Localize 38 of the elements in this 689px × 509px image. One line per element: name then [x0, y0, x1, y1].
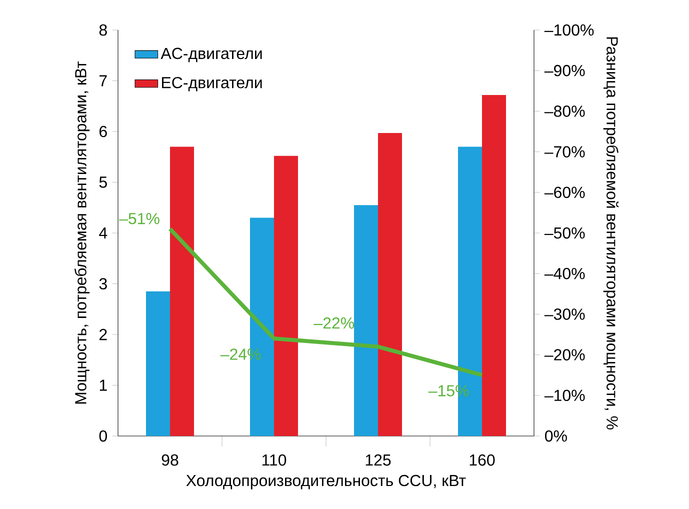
- y2-tick-label: –20%: [544, 349, 585, 360]
- y-tick-label: 6: [100, 126, 107, 138]
- bar: [378, 133, 402, 436]
- bar: [354, 205, 378, 436]
- y2-tick-label: –30%: [544, 308, 585, 320]
- legend-label: AC-двигатели: [160, 48, 262, 62]
- y-tick-label: 2: [100, 328, 107, 340]
- y-axis-title: Мощность, потребляемая вентиляторами, кВт: [74, 61, 90, 404]
- bar: [170, 146, 194, 436]
- y2-tick-label: –100%: [544, 24, 594, 36]
- x-axis-title: Холодопроизводительность CCU, кВт: [186, 474, 466, 490]
- y2-axis-title: Разница потребляемой вентиляторами мощности, %: [603, 37, 619, 430]
- y2-tick-label: –90%: [544, 64, 585, 76]
- bar: [274, 156, 298, 436]
- y2-tick-label: –50%: [544, 227, 585, 239]
- y-tick-label: 3: [99, 278, 107, 290]
- y-tick-label: 5: [99, 176, 107, 188]
- y2-tick-label: –70%: [544, 146, 585, 158]
- y2-tick-label: 0%: [545, 430, 567, 442]
- x-tick-label: 125: [366, 454, 391, 466]
- data-label: –51%: [119, 212, 160, 224]
- x-tick-label: 98: [162, 454, 178, 466]
- y2-tick-label: –10%: [544, 390, 585, 402]
- y2-tick-label: –80%: [544, 106, 585, 117]
- y-tick-label: 4: [99, 227, 108, 238]
- bar: [482, 94, 506, 436]
- y-tick-label: 7: [100, 75, 107, 86]
- y-tick-label: 0: [99, 430, 107, 442]
- y-tick-label: 8: [99, 24, 107, 36]
- bar: [146, 291, 170, 436]
- y2-tick-label: –40%: [544, 268, 585, 280]
- y-tick-label: 1: [100, 380, 107, 391]
- line-series: [168, 226, 484, 378]
- legend-label: EC-двигатели: [162, 76, 262, 92]
- y2-tick-label: –60%: [544, 186, 585, 198]
- x-tick-label: 110: [262, 454, 286, 466]
- data-label: –22%: [314, 317, 354, 329]
- x-tick-label: 160: [470, 454, 495, 466]
